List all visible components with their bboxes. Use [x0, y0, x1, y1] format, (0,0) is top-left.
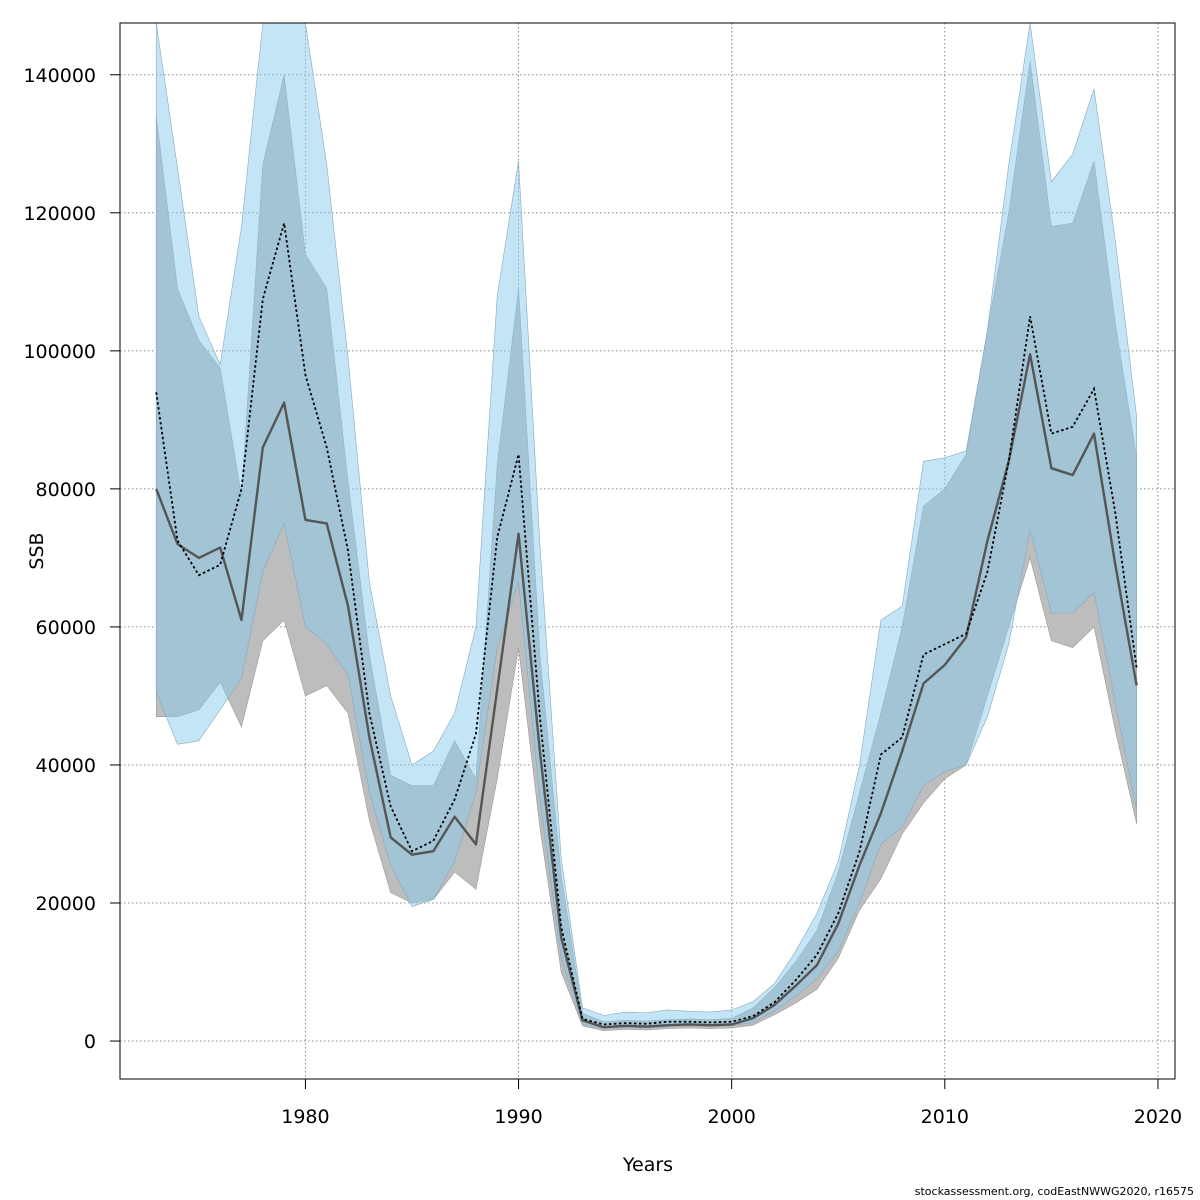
- y-axis-title: SSB: [26, 532, 48, 569]
- line-solid-series: [155, 353, 1138, 1029]
- y-tick-label: 0: [84, 1031, 96, 1053]
- y-tick-label: 140000: [23, 65, 96, 87]
- y-tick-label: 20000: [36, 893, 96, 915]
- plot-frame: [119, 22, 1176, 1080]
- confidence-bands: [155, 22, 1137, 1031]
- y-tick-label: 40000: [36, 755, 96, 777]
- x-tick-label: 2010: [921, 1106, 969, 1128]
- series-lines: [155, 222, 1138, 1029]
- band-dotted-series: [155, 22, 1137, 1029]
- line-dotted-series: [155, 222, 1138, 1026]
- y-tick-label: 60000: [36, 617, 96, 639]
- footer-note: stockassessment.org, codEastNWWG2020, r1…: [914, 1185, 1194, 1198]
- y-tick-label: 80000: [36, 479, 96, 501]
- x-tick-label: 2020: [1134, 1106, 1182, 1128]
- x-tick-label: 1980: [281, 1106, 329, 1128]
- x-tick-label: 2000: [708, 1106, 756, 1128]
- x-tick-label: 1990: [494, 1106, 542, 1128]
- y-tick-label: 120000: [23, 203, 96, 225]
- axes: 1980 1990 2000 2010 2020 0 20000 40000 60000 8000…: [23, 65, 1182, 1128]
- y-tick-label: 100000: [23, 341, 96, 363]
- x-axis-title: Years: [622, 1154, 673, 1176]
